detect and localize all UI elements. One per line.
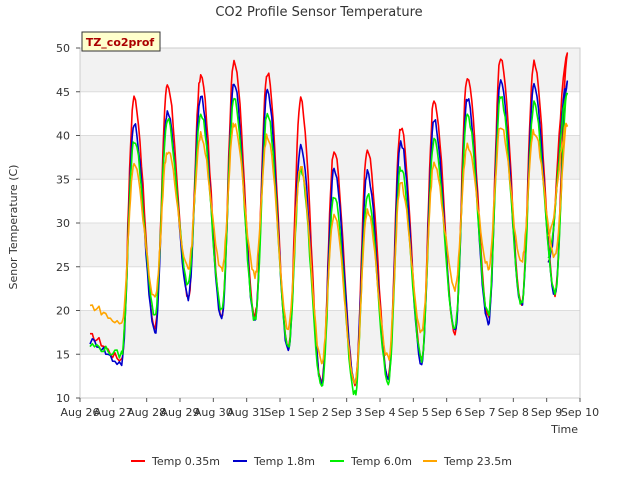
x-tick-label: Sep 4 [364, 406, 395, 419]
legend-label: Temp 23.5m [443, 455, 512, 468]
x-tick-label: Sep 9 [531, 406, 562, 419]
legend: Temp 0.35m Temp 1.8m Temp 6.0m Temp 23.5m [131, 455, 512, 468]
site-badge-box [81, 31, 161, 52]
x-tick-label: Sep 2 [298, 406, 329, 419]
x-tick-label: Sep 7 [464, 406, 495, 419]
y-axis-title: Senor Temperature (C) [7, 165, 20, 290]
y-tick-label: 10 [56, 392, 70, 405]
x-tick-label: Aug 28 [127, 406, 166, 419]
x-tick-label: Sep 1 [264, 406, 295, 419]
y-tick-label: 20 [56, 305, 70, 318]
series-line [89, 79, 569, 387]
x-tick-label: Sep 10 [561, 406, 599, 419]
x-tick-label: Aug 29 [161, 406, 200, 419]
x-tick-label: Sep 6 [431, 406, 462, 419]
x-tick-label: Aug 30 [194, 406, 233, 419]
y-tick-label: 25 [56, 261, 70, 274]
x-tick-label: Sep 5 [398, 406, 429, 419]
y-tick-label: 35 [56, 173, 70, 186]
x-tick-label: Aug 27 [94, 406, 133, 419]
y-axis-ticks: 10 15 20 25 30 35 40 45 50 [56, 42, 80, 405]
x-axis-title: Time [550, 423, 578, 436]
y-tick-label: 15 [56, 348, 70, 361]
chart-title: CO2 Profile Sensor Temperature [215, 5, 422, 20]
background-band [80, 310, 580, 355]
x-tick-label: Sep 8 [498, 406, 529, 419]
x-tick-label: Aug 31 [227, 406, 266, 419]
y-tick-label: 40 [56, 130, 70, 143]
legend-label: Temp 6.0m [350, 455, 412, 468]
y-tick-label: 30 [56, 217, 70, 230]
series-lines [89, 52, 569, 396]
y-tick-label: 45 [56, 86, 70, 99]
series-line [89, 122, 569, 385]
x-tick-label: Aug 26 [61, 406, 100, 419]
y-tick-label: 50 [56, 42, 70, 55]
x-tick-label: Sep 3 [331, 406, 362, 419]
legend-label: Temp 0.35m [151, 455, 220, 468]
background-band [80, 48, 580, 92]
site-badge: TZ_co2prof [81, 31, 161, 52]
site-badge-label: TZ_co2prof [86, 36, 155, 49]
legend-label: Temp 1.8m [253, 455, 315, 468]
